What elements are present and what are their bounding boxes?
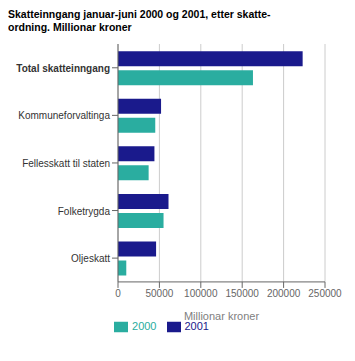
svg-text:200000: 200000 xyxy=(267,288,301,299)
html-text:ordning. Millionar kroner: ordning. Millionar kroner xyxy=(8,21,132,34)
svg-text:Fellesskatt til staten: Fellesskatt til staten xyxy=(22,158,110,169)
svg-text:Folketrygda: Folketrygda xyxy=(58,206,111,217)
svg-text:Millionar kroner: Millionar kroner xyxy=(184,310,260,322)
svg-text:Kommuneforvaltinga: Kommuneforvaltinga xyxy=(18,111,110,122)
svg-text:250000: 250000 xyxy=(308,288,342,299)
svg-text:Oljeskatt: Oljeskatt xyxy=(71,253,110,264)
html-text:2000: 2000 xyxy=(132,320,157,333)
svg-text:0: 0 xyxy=(115,288,121,299)
svg-text:100000: 100000 xyxy=(184,288,218,299)
svg-text:Total skatteinngang: Total skatteinngang xyxy=(16,63,110,74)
html-text:Skatteinngang januar-juni 2000: Skatteinngang januar-juni 2000 og 2001, … xyxy=(8,8,271,20)
html-text:2001: 2001 xyxy=(184,320,209,333)
svg-text:50000: 50000 xyxy=(145,288,173,299)
svg-text:150000: 150000 xyxy=(226,288,260,299)
